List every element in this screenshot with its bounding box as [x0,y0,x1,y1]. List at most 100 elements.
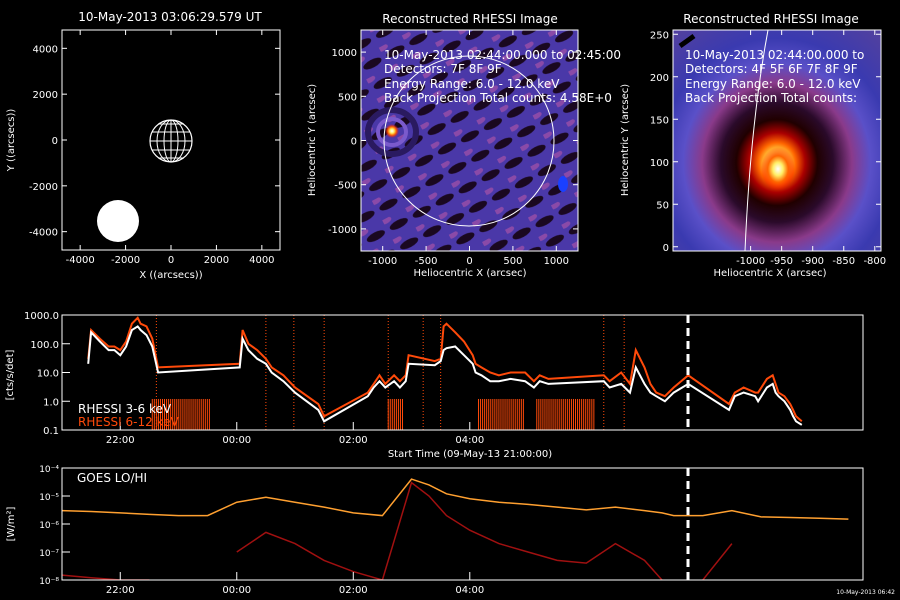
panel2: Reconstructed RHESSI Image 10-May-2013 0… [307,12,621,279]
y-tick-label: 4000 [33,44,58,55]
panel3-source [761,147,795,191]
x-tick-label: 4000 [249,255,274,266]
y-tick-label: 1.0 [43,397,59,408]
x-tick-label: -4000 [66,255,95,266]
svg-text:Detectors: 7F 8F 9F: Detectors: 7F 8F 9F [384,62,502,76]
panel5-plot [62,478,849,580]
y-tick-label: 10⁻⁶ [39,521,59,531]
x-tick-label: 500 [503,256,522,267]
panel2-ticks: -1000 -500 0 500 1000 1000 500 0 -500 -1000 [328,30,578,267]
y-tick-label: 1000 [332,48,357,59]
series-line-goes-hi [62,481,733,580]
white-disk [97,200,139,242]
panel2-xlabel: Heliocentric X (arcsec) [413,268,526,279]
panel1-ticks: -4000 -2000 0 2000 4000 4000 2000 0 -2000 -4000 [29,30,280,266]
panel5: 10⁻⁴ 10⁻⁵ 10⁻⁶ 10⁻⁷ 10⁻⁸ 22:00 00:00 02:00 04:00… [6,465,895,596]
svg-text:Detectors: 4F 5F 6F 7F 8F 9F: Detectors: 4F 5F 6F 7F 8F 9F [685,62,858,76]
y-tick-label: 1000.0 [24,311,59,322]
panel4-ticks: 1000.0 100.0 10.0 1.0 0.1 22:00 00:00 02:00 04:0… [24,311,484,446]
y-tick-label: 50 [656,200,669,211]
panel4-xlabel: Start Time (09-May-13 21:00:00) [388,449,552,460]
panel5-ticks: 10⁻⁴ 10⁻⁵ 10⁻⁶ 10⁻⁷ 10⁻⁸ 22:00 00:00 02:00 04:00 [39,465,484,596]
x-tick-label: 2000 [204,255,229,266]
legend-3-6: RHESSI 3-6 keV [78,402,172,416]
series-line-rhessi-6-12 [87,316,803,423]
x-tick-label: 22:00 [106,435,135,446]
panel4-frame [61,314,864,431]
panel1-xlabel: X ((arcsecs)) [139,270,202,281]
panel4: 1000.0 100.0 10.0 1.0 0.1 22:00 00:00 02:00 04:0… [5,311,864,460]
sun-disk-grid [149,119,193,163]
x-tick-label: 04:00 [455,585,484,596]
x-tick-label: -850 [832,256,855,267]
y-tick-label: 10⁻⁴ [39,465,59,475]
series-line-rhessi-3-6 [87,325,803,426]
svg-text:10-May-2013 02:44:00.000 to 02: 10-May-2013 02:44:00.000 to 02:45:00 [384,48,621,62]
solar-limb [383,55,555,227]
x-tick-label: -900 [801,256,824,267]
svg-text:Energy Range: 6.0 - 12.0 keV: Energy Range: 6.0 - 12.0 keV [384,77,560,91]
timestamp: 10-May-2013 06:42 [836,589,895,596]
panel5-ylabel: [W/m²] [6,506,17,541]
panel3-xlabel: Heliocentric X (arcsec) [713,268,826,279]
y-tick-label: 0 [351,137,357,148]
panel3-contour [678,33,696,49]
x-tick-label: 22:00 [106,585,135,596]
panel1: 10-May-2013 03:06:29.579 UT -4000 -2000 0 2… [6,10,281,281]
y-tick-label: 10⁻⁸ [39,577,59,587]
y-tick-label: 100 [650,158,669,169]
y-tick-label: -1000 [328,225,357,236]
y-tick-label: 10.0 [37,369,59,380]
panel3-title: Reconstructed RHESSI Image [683,12,858,26]
panel3-frame [672,29,882,252]
y-tick-label: 250 [650,30,669,41]
panel2-title: Reconstructed RHESSI Image [382,12,557,26]
x-tick-label: 00:00 [222,435,251,446]
panel1-ylabel: Y ((arcsecs)) [6,109,17,173]
series-line-goes-lo [62,478,849,520]
y-tick-label: 150 [650,115,669,126]
y-tick-label: 100.0 [30,340,59,351]
x-tick-label: -1000 [736,256,765,267]
svg-text:Energy Range: 6.0 - 12.0 keV: Energy Range: 6.0 - 12.0 keV [685,77,861,91]
y-tick-label: 500 [338,92,357,103]
panel3: Reconstructed RHESSI Image 10-May-2013 0… [620,12,886,279]
panel3-limb [744,29,769,252]
panel1-title: 10-May-2013 03:06:29.579 UT [78,10,262,24]
svg-text:Back Projection Total cou: Back Projection Total counts: [685,91,857,105]
x-tick-label: -500 [415,256,438,267]
x-tick-label: 0 [168,255,174,266]
x-tick-label: 0 [466,256,472,267]
legend-6-12: RHESSI 6-12 keV [78,415,179,429]
x-tick-label: 02:00 [339,435,368,446]
panel3-ticks: -1000 -950 -900 -850 -800 250 200 150 100 50 0 [650,30,886,267]
y-tick-label: 0.1 [43,426,59,437]
panel3-ylabel: Heliocentric Y (arcsec) [620,84,631,196]
panel2-image [361,30,578,251]
panel4-ylabel: [cts/s/det] [5,350,16,401]
panel4-plot [87,315,803,430]
x-tick-label: -800 [863,256,886,267]
x-tick-label: 1000 [544,256,569,267]
y-tick-label: 10⁻⁵ [39,493,59,503]
panel5-frame [61,467,864,581]
y-tick-label: -500 [334,181,357,192]
svg-text:10-May-2013 02:44:00.000 to: 10-May-2013 02:44:00.000 to [685,48,864,62]
panel2-ylabel: Heliocentric Y (arcsec) [307,84,318,196]
y-tick-label: 2000 [33,90,58,101]
x-tick-label: -1000 [368,256,397,267]
x-tick-label: 00:00 [222,585,251,596]
x-tick-label: -950 [770,256,793,267]
x-tick-label: 04:00 [455,435,484,446]
y-tick-label: 0 [52,136,58,147]
x-tick-label: -2000 [111,255,140,266]
panel3-info: 10-May-2013 02:44:00.000 to Detectors: 4… [685,48,864,105]
y-tick-label: 200 [650,73,669,84]
panel2-info: 10-May-2013 02:44:00.000 to 02:45:00 Det… [384,48,621,105]
panel3-image [673,30,881,251]
y-tick-label: 10⁻⁷ [39,549,59,559]
x-tick-label: 02:00 [339,585,368,596]
y-tick-label: -4000 [29,228,58,239]
y-tick-label: 0 [663,243,669,254]
